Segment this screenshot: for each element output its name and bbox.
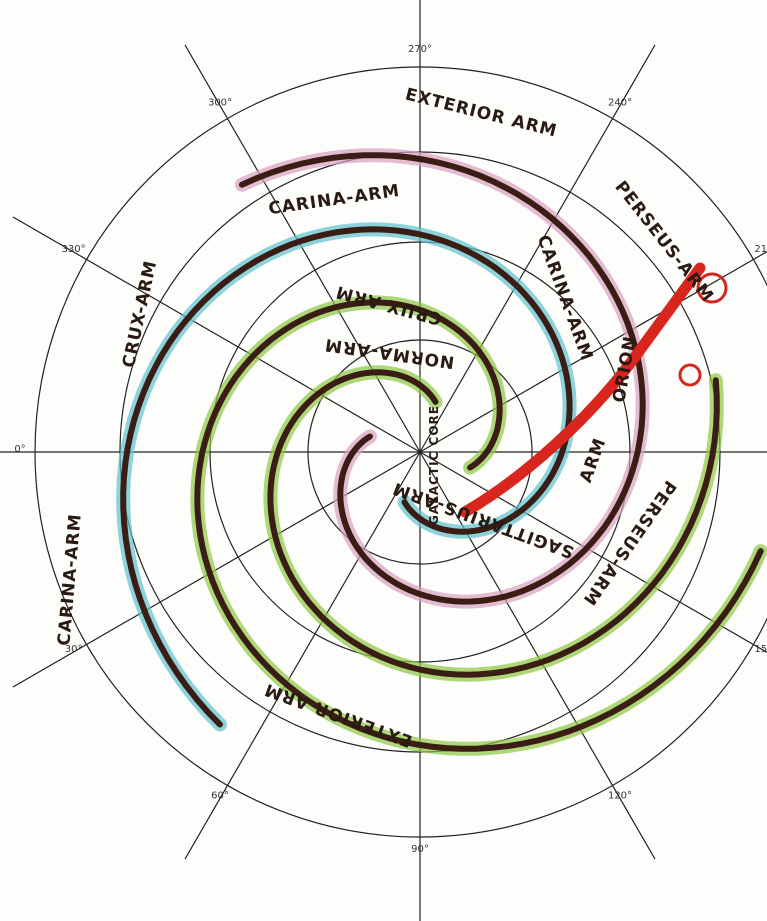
angle-label: 30° <box>65 644 83 655</box>
angle-label: 120° <box>608 790 632 801</box>
core-label: GALACTIC CORE <box>427 405 441 525</box>
angle-label: 330° <box>62 244 86 255</box>
angle-label: 240° <box>608 98 632 109</box>
radial-line <box>419 250 767 453</box>
angle-label: 0° <box>14 444 25 455</box>
radial-line <box>184 451 421 860</box>
angle-label: 90° <box>411 844 429 855</box>
orion-arm <box>459 262 706 518</box>
arm-line <box>194 299 764 752</box>
angle-label: 60° <box>211 790 229 801</box>
arm-line <box>238 152 646 605</box>
marker <box>678 363 702 387</box>
angle-label: 300° <box>208 98 232 109</box>
angle-label: 150° <box>754 644 767 655</box>
radial-line <box>419 44 656 453</box>
arm-line <box>120 226 573 728</box>
arm-line <box>267 369 720 678</box>
spiral-arms <box>116 148 767 756</box>
radial-line <box>12 216 421 453</box>
radial-line <box>419 451 656 860</box>
angle-label: 270° <box>408 44 432 55</box>
angle-label: 210° <box>754 244 767 255</box>
radial-line <box>12 451 421 688</box>
sun-marker <box>696 272 728 304</box>
radial-line <box>184 44 421 453</box>
